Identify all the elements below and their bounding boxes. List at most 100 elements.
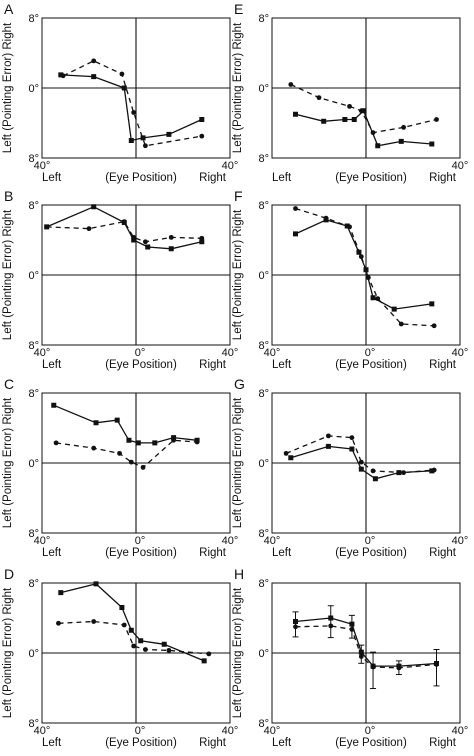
circle-data-point xyxy=(365,275,371,281)
x-axis-left-label: Left xyxy=(272,172,292,184)
square-data-point xyxy=(342,117,348,122)
square-data-point xyxy=(128,627,134,633)
panel-g: G8°0°8°40° 0° 40°Left (Eye Position) RightLe… xyxy=(232,376,468,559)
square-data-point xyxy=(152,440,158,446)
circle-data-point xyxy=(91,58,97,64)
circle-data-point xyxy=(44,224,50,230)
square-data-point xyxy=(375,143,381,149)
x-axis-center-label: (Eye Position) xyxy=(335,737,407,749)
y-axis-label: Left (Pointing Error) Right xyxy=(2,22,14,153)
square-data-point xyxy=(171,435,177,441)
square-data-point xyxy=(429,141,435,147)
circle-data-point xyxy=(401,124,406,130)
square-data-point xyxy=(398,138,404,144)
circle-data-point xyxy=(375,296,381,302)
x-axis-left-label: Left xyxy=(272,547,292,559)
y-tick-label: 0° xyxy=(258,648,269,660)
x-tick-label: 40° xyxy=(264,535,281,547)
y-tick-label: 8° xyxy=(28,578,39,590)
circle-data-point xyxy=(434,117,439,122)
y-axis-label: Left (Pointing Error) Right xyxy=(232,22,244,153)
panel-letter: D xyxy=(4,566,14,582)
circle-data-point xyxy=(431,323,437,329)
square-data-point xyxy=(121,85,127,91)
circle-data-point xyxy=(316,95,322,101)
circle-data-point xyxy=(143,647,148,652)
square-data-point xyxy=(93,420,99,426)
x-axis-left-label: Left xyxy=(42,547,62,559)
circle-data-point xyxy=(293,206,298,211)
y-tick-label: 0° xyxy=(258,270,269,282)
square-data-point xyxy=(325,443,331,449)
solid-series-line xyxy=(295,219,432,310)
panel-letter: A xyxy=(4,1,14,17)
circle-data-point xyxy=(91,445,97,451)
solid-series-line xyxy=(60,74,203,142)
square-data-point xyxy=(128,138,134,143)
square-data-point xyxy=(140,135,146,141)
y-tick-label: 8° xyxy=(28,153,39,165)
y-tick-label: 8° xyxy=(28,388,39,400)
x-tick-label: 0° xyxy=(135,725,146,737)
square-data-point xyxy=(370,295,376,301)
y-tick-label: 8° xyxy=(258,13,269,25)
square-data-point xyxy=(372,476,378,482)
x-axis-center-label: (Eye Position) xyxy=(335,547,407,559)
x-axis-center-label: (Eye Position) xyxy=(105,359,177,371)
x-axis-left-label: Left xyxy=(272,737,292,749)
circle-data-point xyxy=(166,647,172,653)
circle-data-point xyxy=(143,239,148,245)
x-tick-label: 40° xyxy=(34,535,51,547)
y-tick-label: 8° xyxy=(258,340,269,352)
panel-f: F8°0°8°40° 0° 40°Left (Eye Position) RightLe… xyxy=(232,188,468,371)
x-axis-left-label: Left xyxy=(42,359,62,371)
x-axis-center-label: (Eye Position) xyxy=(335,359,407,371)
panel-letter: H xyxy=(234,566,244,582)
circle-data-point xyxy=(323,215,329,221)
circle-data-point xyxy=(128,459,134,465)
square-data-point xyxy=(168,246,174,252)
y-tick-label: 8° xyxy=(258,153,269,165)
x-axis-center-label: (Eye Position) xyxy=(105,737,177,749)
x-axis-right-label: Right xyxy=(429,547,457,559)
square-data-point xyxy=(131,237,137,243)
dashed-series-line xyxy=(62,60,202,147)
panels-group: A8°0°8°40° 40°Left (Eye Position) RightLeft… xyxy=(2,1,468,749)
square-data-point xyxy=(58,72,64,78)
y-tick-label: 0° xyxy=(28,270,39,282)
x-axis-right-label: Right xyxy=(199,547,227,559)
square-data-point xyxy=(91,74,97,80)
x-axis-right-label: Right xyxy=(429,359,457,371)
y-tick-label: 0° xyxy=(28,648,39,660)
panel-letter: F xyxy=(234,188,243,204)
y-axis-label: Left (Pointing Error) Right xyxy=(2,587,14,718)
x-tick-label: 40° xyxy=(222,347,239,359)
x-tick-label: 40° xyxy=(264,725,281,737)
y-tick-label: 8° xyxy=(258,388,269,400)
circle-data-point xyxy=(131,110,137,115)
circle-data-point xyxy=(131,234,137,240)
square-data-point xyxy=(135,440,141,446)
circle-data-point xyxy=(143,143,148,149)
square-data-point xyxy=(199,239,205,245)
y-tick-label: 8° xyxy=(28,528,39,540)
solid-series-line xyxy=(295,109,432,147)
square-data-point xyxy=(351,117,357,122)
square-data-point xyxy=(119,605,125,610)
x-tick-label: 0° xyxy=(135,347,146,359)
x-axis-left-label: Left xyxy=(42,172,62,184)
y-tick-label: 0° xyxy=(258,83,269,95)
square-data-point xyxy=(429,301,435,307)
x-tick-label: 0° xyxy=(135,535,146,547)
circle-data-point xyxy=(347,224,352,230)
circle-data-point xyxy=(60,73,66,79)
y-tick-label: 8° xyxy=(258,200,269,212)
square-data-point xyxy=(391,306,397,312)
y-axis-label: Left (Pointing Error) Right xyxy=(2,209,14,340)
x-tick-label: 40° xyxy=(34,160,51,172)
y-axis-label: Left (Pointing Error) Right xyxy=(232,587,244,718)
y-axis-label: Left (Pointing Error) Right xyxy=(232,397,244,528)
x-axis-right-label: Right xyxy=(429,172,457,184)
y-tick-label: 8° xyxy=(258,718,269,730)
